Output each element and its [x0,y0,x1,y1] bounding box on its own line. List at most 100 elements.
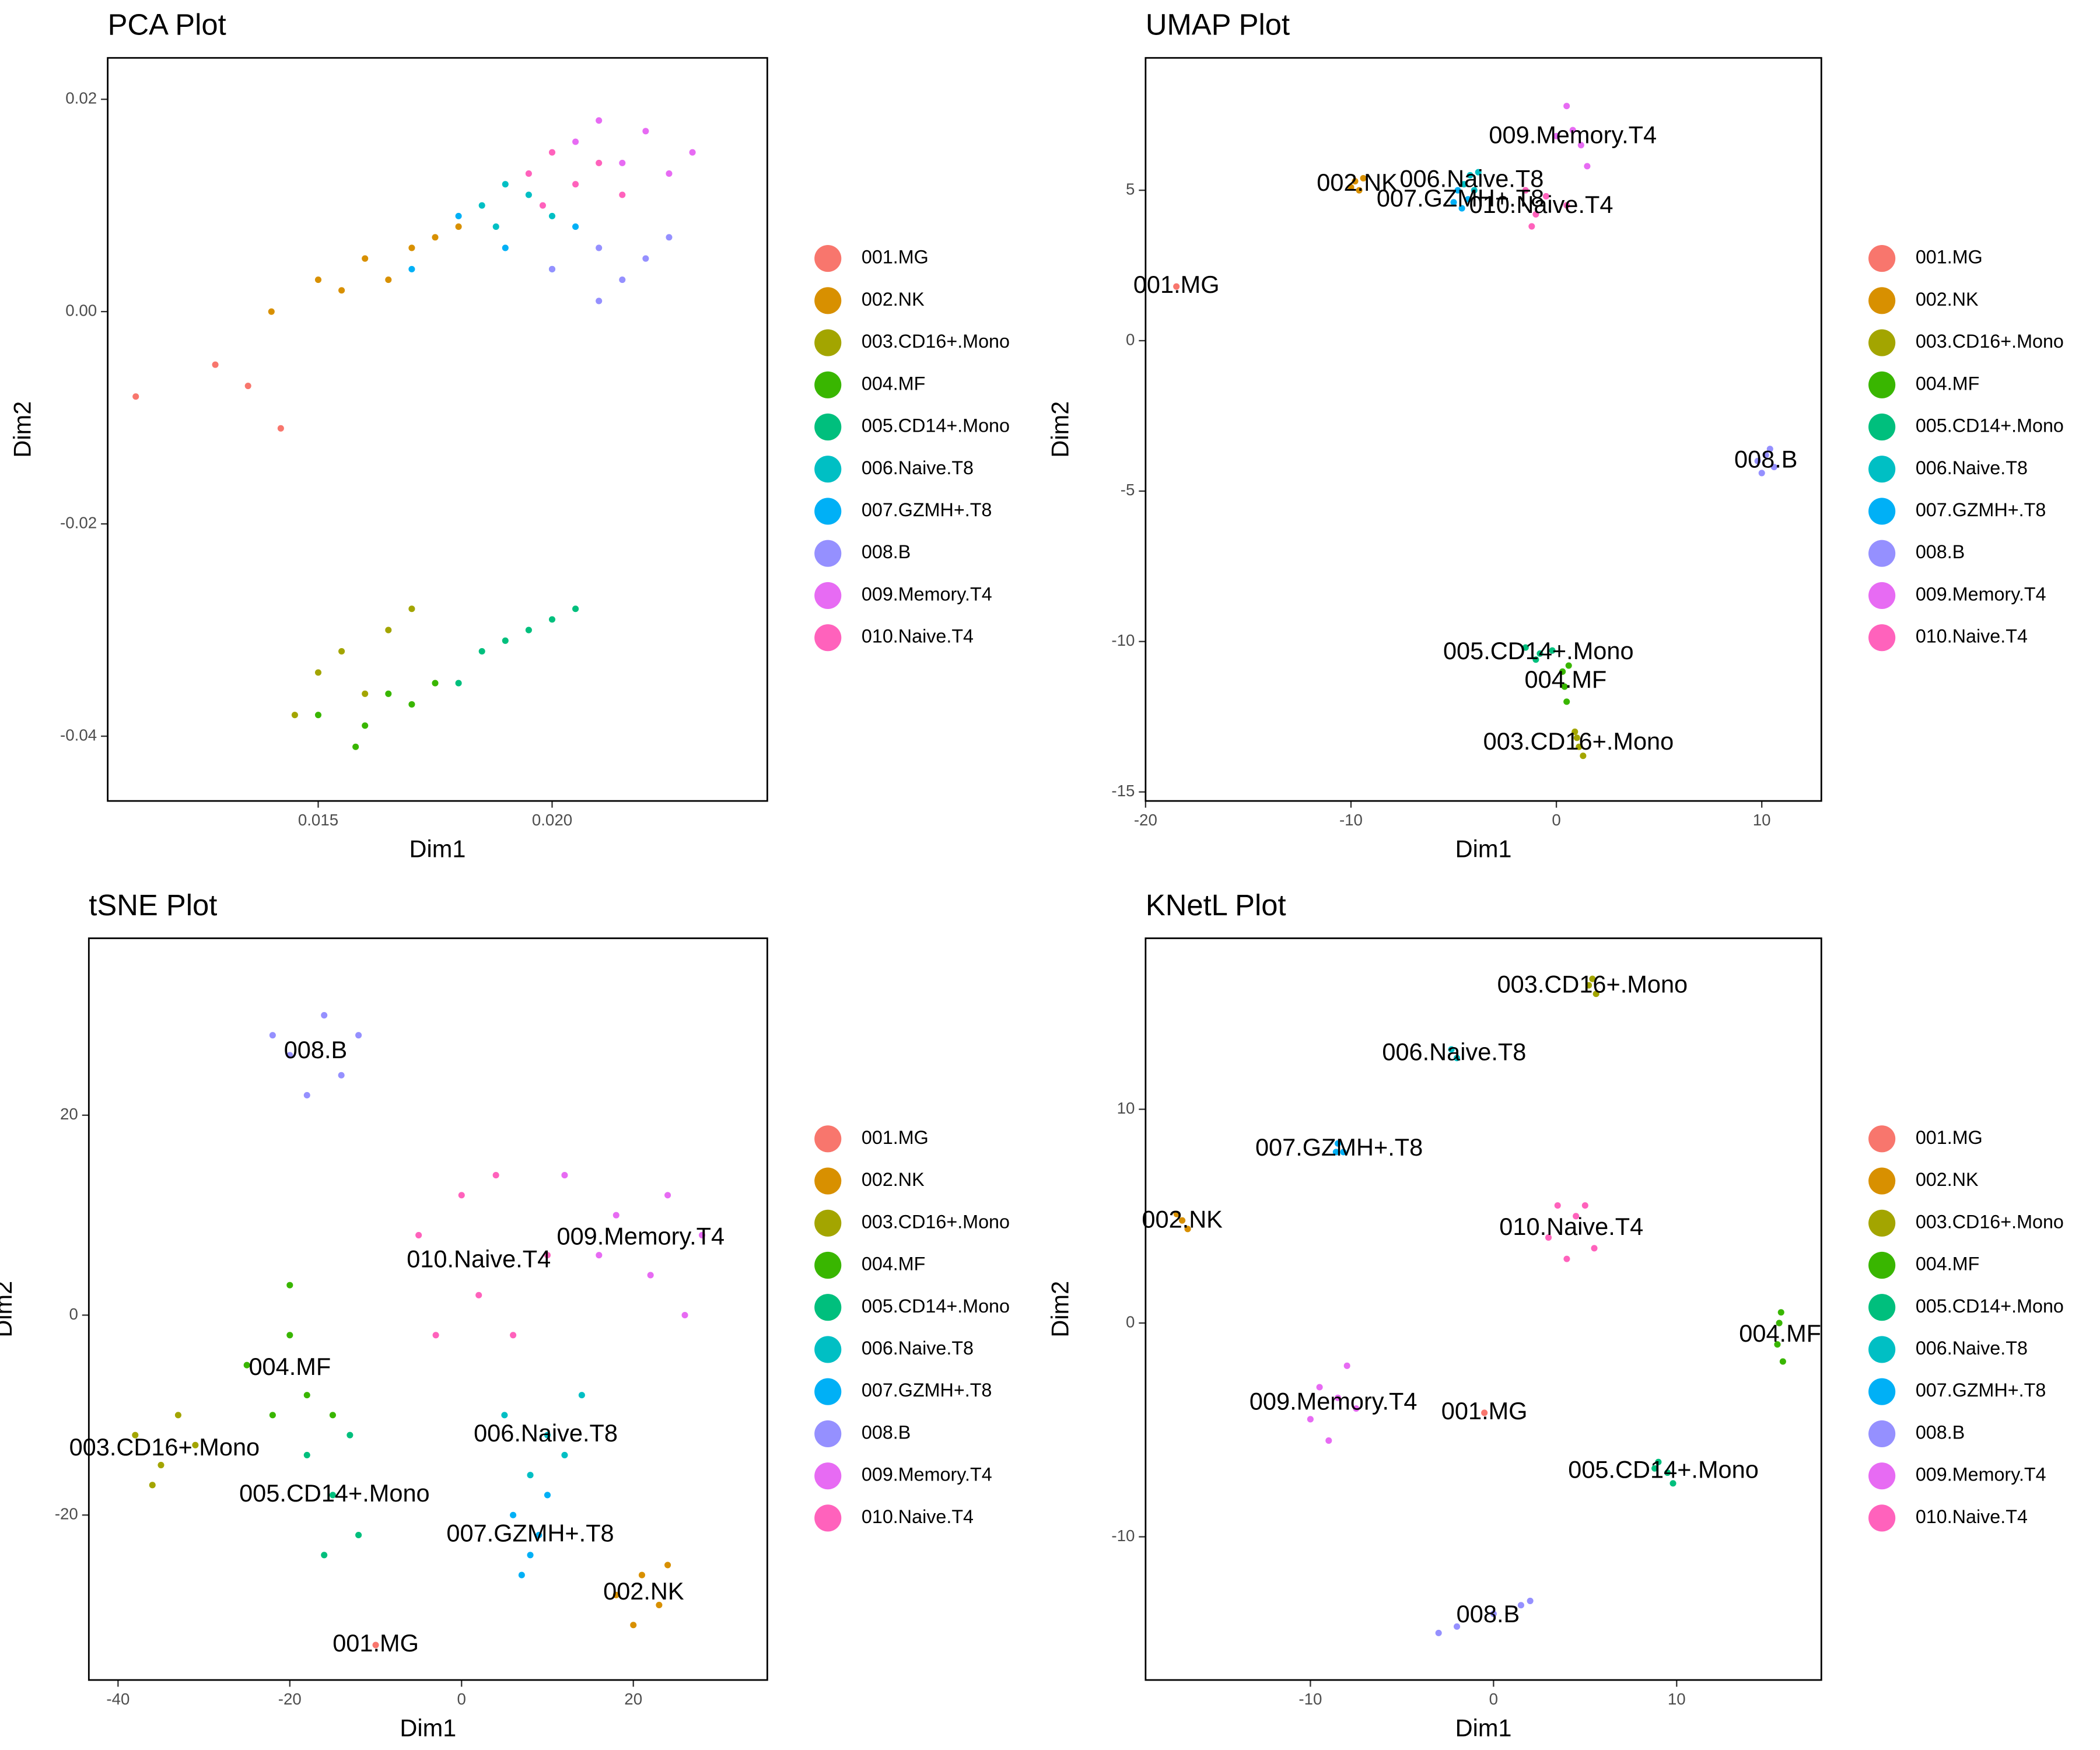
point [596,159,603,166]
legend-key [1868,1209,1896,1237]
cluster-label: 009.Memory.T4 [1250,1387,1418,1415]
point [1532,211,1539,218]
cluster-label: 004.MF [249,1353,331,1380]
legend-label: 009.Memory.T4 [862,583,992,604]
point [619,159,626,166]
legend-label: 008.B [862,541,911,562]
x-tick-label: 0.020 [532,811,572,829]
point [1591,1245,1598,1252]
x-tick-label: -20 [1134,811,1157,829]
cluster-label: 002.NK [1142,1205,1223,1233]
x-tick-label: 0 [1552,811,1560,829]
point [689,149,696,156]
x-tick-label: -20 [278,1690,302,1708]
point [1340,1149,1347,1156]
legend-key [1868,1336,1896,1363]
point [432,680,439,687]
point [1522,644,1529,651]
legend-key [1868,1462,1896,1490]
point [338,648,345,655]
legend-key [814,1336,842,1363]
legend-label: 001.MG [862,1127,929,1148]
point [1466,172,1474,178]
point [455,212,462,219]
x-axis-title: Dim1 [1455,835,1512,862]
point [286,1052,293,1059]
cluster-label: 003.CD16+.Mono [1483,727,1674,755]
point [1448,1046,1455,1053]
point [1528,223,1535,230]
point [596,244,603,251]
point [149,1482,156,1489]
x-tick-label: 10 [1668,1690,1686,1708]
legend-key [1868,1125,1896,1153]
point [192,1441,199,1448]
point [1536,650,1544,657]
point [548,265,556,272]
y-tick-label: -20 [55,1505,78,1523]
point [492,1172,499,1179]
point [1179,1217,1186,1224]
legend-key [1868,1167,1896,1195]
point [277,425,284,432]
point [612,1212,620,1219]
cluster-label: 004.MF [1525,666,1607,693]
point [539,202,546,209]
legend-key [814,329,842,356]
point [132,1432,139,1438]
cluster-label: 009.Memory.T4 [557,1222,725,1250]
point [578,1392,585,1399]
legend-key [1868,329,1896,356]
point [303,1091,310,1099]
y-tick-label: -10 [1111,631,1135,649]
legend-key [814,498,842,525]
panel-title: PCA Plot [108,8,226,41]
point [1173,1210,1180,1217]
y-tick-label: -0.04 [60,726,97,744]
cluster-label: 008.B [1457,1600,1520,1628]
point [362,255,369,262]
point [1573,1213,1580,1220]
point [268,308,275,315]
point [548,616,556,623]
legend-key [814,624,842,652]
point [321,1552,328,1559]
panel: tSNE Plot -40 -20 0 20 -20 0 20 Dim1 Dim2 001.MG 00… [0,888,1010,1742]
point [1553,132,1560,139]
y-axis-title: Dim2 [1046,401,1074,458]
point [352,743,359,750]
legend-label: 004.MF [862,373,926,394]
x-tick-label: 0 [1489,1690,1498,1708]
cluster-label: 005.CD14+.Mono [239,1479,430,1507]
point [355,1032,362,1039]
point [548,149,556,156]
point [1563,202,1570,209]
point [372,1642,379,1648]
point [544,1492,551,1499]
point [1343,1362,1350,1369]
cluster-label: 007.GZMH+.T8 [446,1519,614,1546]
point [666,170,673,177]
point [338,1072,345,1079]
cluster-label: 010.Naive.T4 [407,1245,551,1272]
point [544,1252,551,1259]
legend-key [814,1209,842,1237]
legend-label: 005.CD14+.Mono [1916,415,2064,436]
point [1334,1394,1342,1401]
point [314,712,322,719]
y-axis-title: Dim2 [1046,1281,1074,1338]
point [1576,743,1583,750]
point [286,1332,293,1339]
x-axis-title: Dim1 [410,835,466,862]
x-tick-label: 10 [1753,811,1771,829]
point [561,1451,568,1458]
point [596,117,603,124]
legend-label: 005.CD14+.Mono [1916,1296,2064,1317]
point [1758,470,1765,477]
point [1465,196,1472,203]
x-tick-label: -10 [1339,811,1363,829]
point [355,1531,362,1539]
point [1481,1409,1488,1416]
legend-label: 002.NK [1916,1169,1979,1190]
point [1589,975,1596,982]
